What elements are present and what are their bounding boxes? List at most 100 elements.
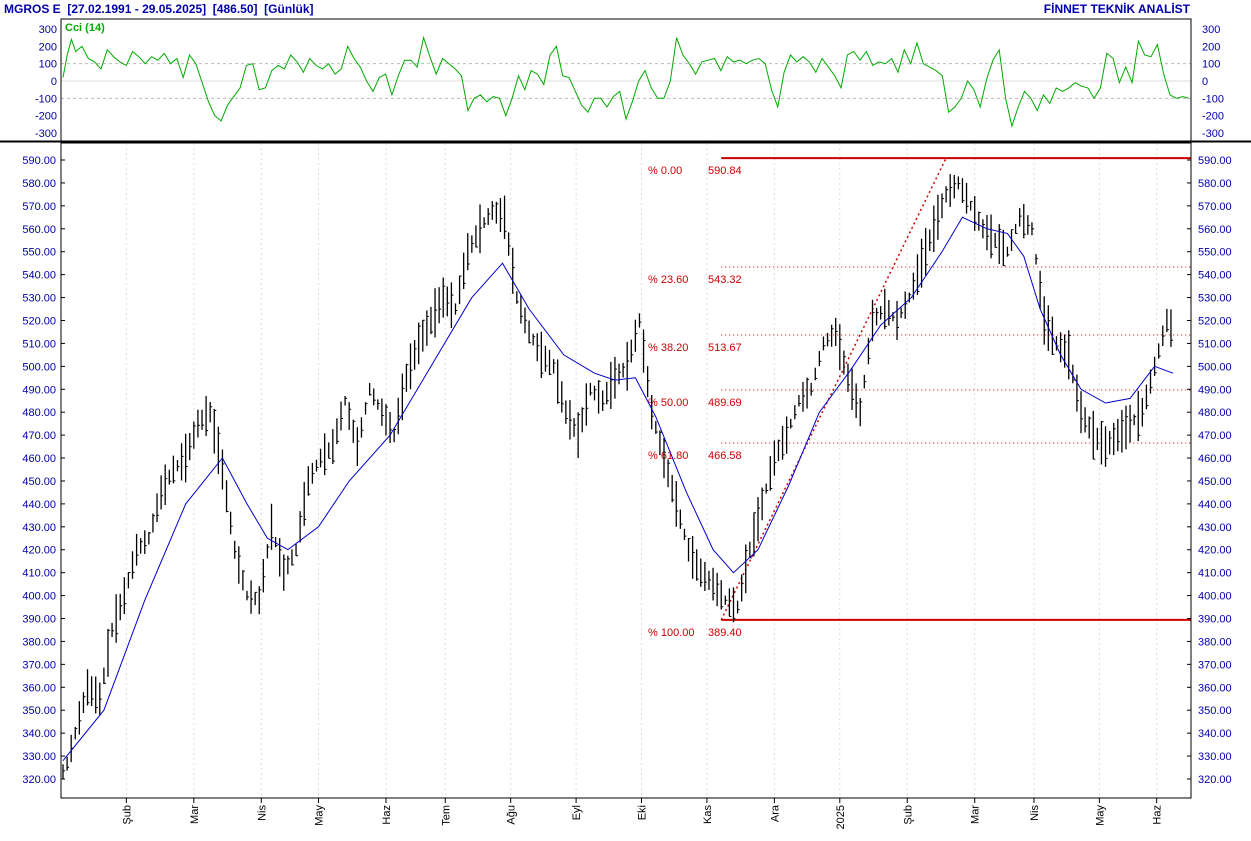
x-tick-label: Haz [381,805,393,825]
price-tick-right: 460.00 [1198,453,1232,465]
cci-tick-left: 300 [39,24,57,36]
price-panel: 590.00 590.00 580.00 580.00 570.00 570.00 560.… [22,143,1232,829]
cci-frame [60,18,1192,142]
fib-level-value: 466.58 [708,450,742,462]
date-range: [27.02.1991 - 29.05.2025] [67,2,207,16]
fib-level-pct: % 50.00 [648,397,688,409]
price-tick-right: 320.00 [1198,774,1232,786]
x-tick-label: May [1094,805,1106,826]
fib-level-value: 513.67 [708,342,742,354]
price-tick-right: 380.00 [1198,636,1232,648]
price-tick-left: 460.00 [22,453,56,465]
price-tick-left: 430.00 [22,522,56,534]
price-tick-left: 360.00 [22,682,56,694]
price-tick-right: 450.00 [1198,476,1232,488]
x-tick-label: Ara [769,804,781,822]
price-tick-left: 320.00 [22,774,56,786]
fib-level-pct: % 100.00 [648,627,694,639]
price-tick-left: 380.00 [22,636,56,648]
fib-level-pct: % 38.20 [648,342,688,354]
symbol: MGROS E [4,2,61,16]
price-tick-left: 530.00 [22,293,56,305]
price-tick-right: 330.00 [1198,751,1232,763]
price-tick-left: 440.00 [22,499,56,511]
price-tick-right: 420.00 [1198,545,1232,557]
brand-title: FİNNET TEKNİK ANALİST [1043,2,1190,16]
price-tick-right: 410.00 [1198,568,1232,580]
price-tick-right: 390.00 [1198,614,1232,626]
cci-tick-right: 300 [1202,24,1220,36]
price-tick-left: 490.00 [22,384,56,396]
price-tick-left: 500.00 [22,361,56,373]
price-tick-right: 540.00 [1198,270,1232,282]
x-tick-label: Haz [1152,805,1164,825]
x-tick-label: Eyl [571,805,583,820]
price-tick-left: 330.00 [22,751,56,763]
price-tick-right: 350.00 [1198,705,1232,717]
x-tick-label: Şub [902,805,914,825]
price-tick-left: 480.00 [22,407,56,419]
price-tick-left: 390.00 [22,614,56,626]
x-tick-label: Ağu [506,805,518,825]
price-tick-right: 570.00 [1198,201,1232,213]
price-tick-left: 540.00 [22,270,56,282]
price-tick-left: 370.00 [22,659,56,671]
cci-tick-left: 200 [39,41,57,53]
price-tick-left: 550.00 [22,247,56,259]
price-tick-right: 510.00 [1198,338,1232,350]
price-tick-right: 500.00 [1198,361,1232,373]
price-tick-right: 590.00 [1198,155,1232,167]
fib-level-pct: % 23.60 [648,274,688,286]
price-tick-right: 400.00 [1198,591,1232,603]
price-tick-left: 580.00 [22,178,56,190]
price-frame [60,142,1192,799]
cci-tick-right: 0 [1202,76,1208,88]
x-tick-label: Tem [440,805,452,826]
x-tick-label: Mar [970,805,982,824]
fib-level-value: 543.32 [708,274,742,286]
price-tick-right: 560.00 [1198,224,1232,236]
price-tick-right: 530.00 [1198,293,1232,305]
price-tick-left: 590.00 [22,155,56,167]
cci-tick-right: -100 [1202,93,1224,105]
x-tick-label: Nis [256,805,268,821]
price-tick-left: 560.00 [22,224,56,236]
fib-level-value: 489.69 [708,397,742,409]
price-tick-left: 340.00 [22,728,56,740]
price-tick-left: 400.00 [22,591,56,603]
fib-level-pct: % 0.00 [648,165,682,177]
price-tick-right: 360.00 [1198,682,1232,694]
price-tick-left: 410.00 [22,568,56,580]
cci-tick-right: 100 [1202,59,1220,71]
price-tick-left: 450.00 [22,476,56,488]
price-tick-left: 420.00 [22,545,56,557]
cci-tick-right: -300 [1202,128,1224,140]
header-left: MGROS E [27.02.1991 - 29.05.2025] [486.5… [4,2,314,16]
price-tick-right: 550.00 [1198,247,1232,259]
price-tick-left: 520.00 [22,315,56,327]
x-tick-label: Nis [1029,805,1041,821]
cci-line [62,35,1190,128]
last-price: [486.50] [212,2,258,16]
x-tick-label: Mar [189,805,201,824]
x-tick-label: 2025 [835,805,847,829]
fib-level-pct: % 61.80 [648,450,688,462]
cci-tick-left: 100 [39,59,57,71]
price-tick-left: 350.00 [22,705,56,717]
price-tick-right: 440.00 [1198,499,1232,511]
price-tick-right: 580.00 [1198,178,1232,190]
price-tick-right: 520.00 [1198,315,1232,327]
x-tick-label: Eki [637,805,649,820]
price-tick-right: 340.00 [1198,728,1232,740]
price-tick-right: 480.00 [1198,407,1232,419]
moving-average-line [62,216,1174,762]
cci-tick-right: -200 [1202,111,1224,123]
cci-tick-left: -200 [35,111,57,123]
x-tick-label: Kas [702,805,714,824]
price-tick-right: 490.00 [1198,384,1232,396]
price-tick-right: 370.00 [1198,659,1232,671]
fib-level-value: 590.84 [708,165,742,177]
price-tick-right: 470.00 [1198,430,1232,442]
x-tick-label: Şub [121,805,133,825]
